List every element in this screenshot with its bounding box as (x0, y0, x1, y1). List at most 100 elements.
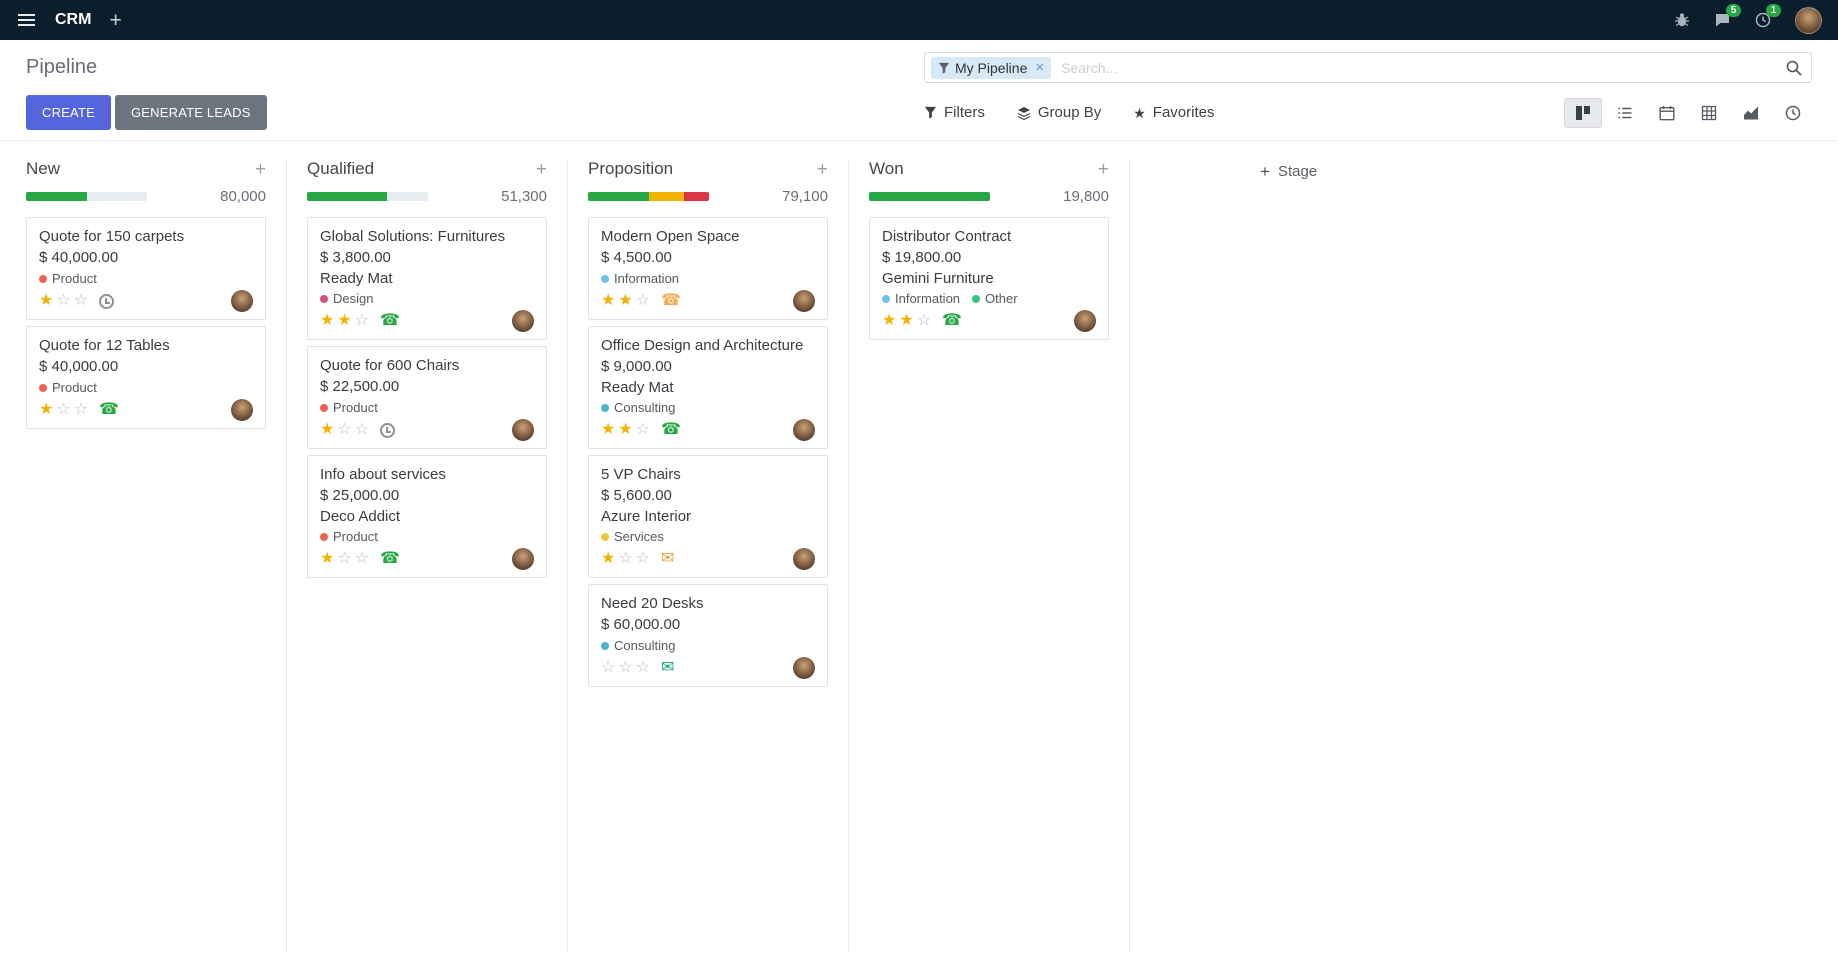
column-title[interactable]: Proposition (588, 159, 674, 178)
search-icon[interactable] (1785, 59, 1803, 77)
column-title[interactable]: New (26, 159, 61, 178)
kanban-card[interactable]: Quote for 150 carpets $ 40,000.00 Produc… (26, 217, 266, 320)
priority-star-icon[interactable]: ★ (39, 292, 54, 309)
card-avatar[interactable] (512, 548, 534, 570)
column-progressbar[interactable] (588, 192, 709, 201)
list-view-icon[interactable] (1606, 98, 1644, 128)
kanban-card[interactable]: 5 VP Chairs $ 5,600.00 Azure Interior Se… (588, 455, 828, 578)
debug-bug-icon[interactable] (1674, 12, 1690, 28)
add-stage-button[interactable]: + Stage (1250, 161, 1327, 182)
kanban-view-icon[interactable] (1564, 97, 1602, 128)
app-name[interactable]: CRM (55, 11, 92, 28)
card-avatar[interactable] (793, 419, 815, 441)
filters-button[interactable]: Filters (924, 104, 985, 121)
priority-star-icon[interactable]: ☆ (73, 401, 89, 418)
progress-segment[interactable] (683, 192, 709, 201)
kanban-card[interactable]: Need 20 Desks $ 60,000.00 Consulting ☆ ☆ ☆… (588, 584, 828, 687)
priority-star-icon[interactable]: ★ (337, 312, 352, 329)
generate-leads-button[interactable]: GENERATE LEADS (114, 95, 267, 130)
priority-star-icon[interactable]: ☆ (354, 421, 370, 438)
kanban-card[interactable]: Quote for 12 Tables $ 40,000.00 Product … (26, 326, 266, 429)
clock-activity-icon[interactable] (380, 422, 396, 438)
kanban-card[interactable]: Distributor Contract $ 19,800.00 Gemini … (869, 217, 1109, 340)
activities-icon[interactable]: 1 (1755, 4, 1781, 28)
priority-star-icon[interactable]: ★ (882, 312, 897, 329)
column-quick-add-icon[interactable]: + (1097, 158, 1109, 180)
clock-activity-icon[interactable] (99, 293, 115, 309)
priority-star-icon[interactable]: ★ (618, 292, 633, 309)
column-progressbar[interactable] (26, 192, 147, 201)
priority-star-icon[interactable]: ☆ (618, 550, 633, 567)
priority-star-icon[interactable]: ★ (601, 292, 616, 309)
search-input[interactable] (1051, 59, 1785, 76)
card-avatar[interactable] (231, 290, 253, 312)
column-title[interactable]: Won (869, 159, 904, 178)
priority-star-icon[interactable]: ☆ (56, 292, 71, 309)
priority-star-icon[interactable]: ☆ (56, 401, 71, 418)
priority-star-icon[interactable]: ★ (899, 312, 914, 329)
priority-star-icon[interactable]: ☆ (635, 550, 651, 567)
column-quick-add-icon[interactable]: + (535, 158, 547, 180)
progress-segment[interactable] (26, 192, 87, 201)
progress-segment[interactable] (588, 192, 649, 201)
card-avatar[interactable] (793, 548, 815, 570)
column-quick-add-icon[interactable]: + (816, 158, 828, 180)
priority-star-icon[interactable]: ★ (601, 550, 616, 567)
progress-segment[interactable] (307, 192, 387, 201)
priority-star-icon[interactable]: ★ (320, 421, 335, 438)
search-facet[interactable]: My Pipeline × (931, 56, 1052, 79)
priority-star-icon[interactable]: ☆ (354, 312, 370, 329)
card-avatar[interactable] (231, 399, 253, 421)
phone-activity-icon[interactable]: ☎ (380, 550, 400, 567)
priority-star-icon[interactable]: ☆ (337, 421, 352, 438)
priority-star-icon[interactable]: ★ (320, 550, 335, 567)
priority-star-icon[interactable]: ☆ (916, 312, 932, 329)
priority-star-icon[interactable]: ★ (320, 312, 335, 329)
pivot-view-icon[interactable] (1690, 98, 1728, 128)
phone-activity-icon[interactable]: ☎ (661, 421, 681, 438)
kanban-card[interactable]: Info about services $ 25,000.00 Deco Add… (307, 455, 547, 578)
phone-activity-icon[interactable]: ☎ (99, 401, 119, 418)
kanban-card[interactable]: Global Solutions: Furnitures $ 3,800.00 … (307, 217, 547, 340)
phone-activity-icon[interactable]: ☎ (942, 312, 962, 329)
kanban-card[interactable]: Office Design and Architecture $ 9,000.0… (588, 326, 828, 449)
column-progressbar[interactable] (869, 192, 990, 201)
card-avatar[interactable] (1074, 310, 1096, 332)
activity-view-icon[interactable] (1774, 98, 1812, 128)
priority-star-icon[interactable]: ☆ (635, 292, 651, 309)
group-by-button[interactable]: Group By (1017, 104, 1101, 121)
graph-view-icon[interactable] (1732, 98, 1770, 128)
priority-star-icon[interactable]: ★ (39, 401, 54, 418)
favorites-button[interactable]: ★ Favorites (1133, 104, 1214, 121)
card-avatar[interactable] (512, 419, 534, 441)
card-avatar[interactable] (793, 657, 815, 679)
calendar-view-icon[interactable] (1648, 98, 1686, 128)
priority-star-icon[interactable]: ☆ (618, 659, 633, 676)
priority-star-icon[interactable]: ☆ (337, 550, 352, 567)
column-quick-add-icon[interactable]: + (254, 158, 266, 180)
priority-star-icon[interactable]: ★ (601, 421, 616, 438)
priority-star-icon[interactable]: ★ (618, 421, 633, 438)
menu-toggle-icon[interactable] (16, 10, 37, 30)
messages-icon[interactable]: 5 (1714, 4, 1741, 28)
add-menu-icon[interactable]: + (109, 8, 122, 32)
priority-star-icon[interactable]: ☆ (354, 550, 370, 567)
search-bar[interactable]: My Pipeline × (924, 52, 1812, 83)
column-progressbar[interactable] (307, 192, 428, 201)
facet-remove-icon[interactable]: × (1035, 59, 1045, 76)
progress-segment[interactable] (869, 192, 990, 201)
user-avatar[interactable] (1795, 6, 1822, 34)
priority-star-icon[interactable]: ☆ (635, 421, 651, 438)
kanban-card[interactable]: Quote for 600 Chairs $ 22,500.00 Product… (307, 346, 547, 449)
column-title[interactable]: Qualified (307, 159, 375, 178)
phone-activity-icon[interactable]: ☎ (661, 292, 681, 309)
kanban-card[interactable]: Modern Open Space $ 4,500.00 Information… (588, 217, 828, 320)
card-avatar[interactable] (512, 310, 534, 332)
mail-activity-icon[interactable]: ✉ (661, 550, 675, 567)
priority-star-icon[interactable]: ☆ (635, 659, 651, 676)
priority-star-icon[interactable]: ☆ (601, 659, 616, 676)
phone-activity-icon[interactable]: ☎ (380, 312, 400, 329)
priority-star-icon[interactable]: ☆ (73, 292, 89, 309)
mail-activity-icon[interactable]: ✉ (661, 659, 675, 676)
card-avatar[interactable] (793, 290, 815, 312)
